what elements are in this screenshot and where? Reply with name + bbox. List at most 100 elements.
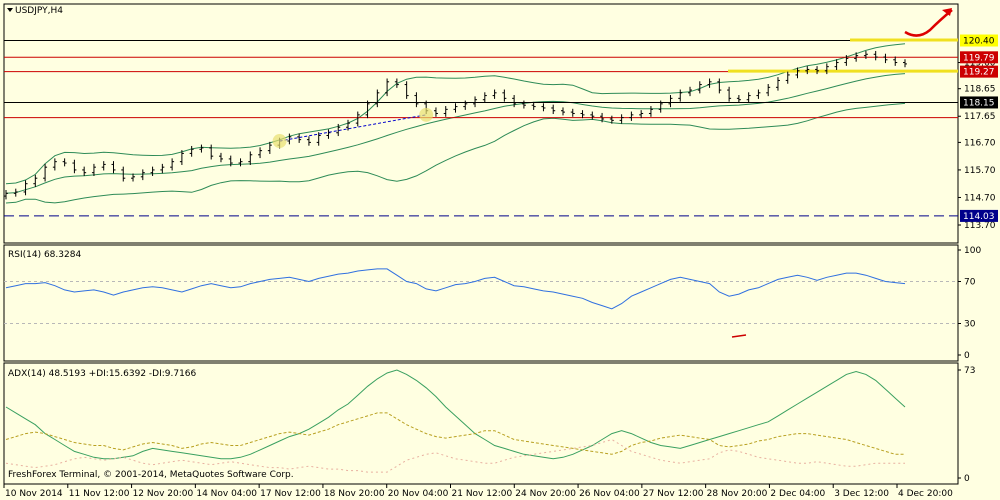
price-bar [834, 59, 839, 70]
price-bar [13, 188, 18, 197]
price-tick-label: 115.70 [964, 166, 996, 176]
time-tick-label: 24 Nov 20:00 [515, 489, 576, 499]
price-bar [72, 159, 77, 174]
price-level-label: 120.40 [963, 37, 995, 47]
price-bar [678, 89, 683, 102]
time-tick-label: 4 Dec 20:00 [898, 489, 953, 499]
price-bar [629, 111, 634, 121]
price-bar [619, 114, 624, 124]
price-bar [375, 89, 380, 108]
time-tick-label: 18 Nov 20:00 [324, 489, 385, 499]
price-bar [854, 52, 859, 62]
price-bar [824, 63, 829, 75]
price-bar [697, 81, 702, 94]
price-bar [512, 95, 517, 108]
price-tick-label: 117.65 [964, 112, 996, 122]
price-bar [648, 106, 653, 117]
price-bar [521, 100, 526, 109]
rsi-tick-label: 100 [964, 246, 981, 256]
forecast-arrow [904, 9, 953, 37]
bollinger-lower-band [5, 102, 906, 204]
price-bar [727, 86, 732, 102]
time-tick-label: 26 Nov 04:00 [579, 489, 640, 499]
price-bar [4, 190, 8, 200]
price-bar [101, 161, 106, 171]
rsi-title: RSI(14) 68.3284 [8, 250, 81, 260]
price-bar [893, 56, 898, 66]
price-bar [385, 78, 390, 97]
adx-title: ADX(14) 48.5193 +DI:15.6392 -DI:9.7166 [8, 369, 197, 379]
rsi-line [5, 268, 906, 310]
rsi-tick-label: 70 [964, 278, 976, 288]
time-tick-label: 2 Dec 04:00 [770, 489, 825, 499]
rsi-tick-label: 0 [964, 351, 970, 361]
rsi-panel: 0 30 70 100 RSI(14) 68.3284 [3, 244, 981, 362]
price-bar [267, 141, 272, 154]
price-bar [433, 107, 438, 117]
price-bar [600, 112, 605, 123]
price-bar [414, 92, 419, 108]
price-bar [492, 89, 497, 99]
price-bar [189, 145, 194, 157]
price-bar [52, 158, 57, 171]
time-tick-label: 3 Dec 12:00 [834, 489, 889, 499]
symbol-dropdown-icon [7, 8, 13, 12]
price-bar [394, 78, 399, 88]
price-bar [336, 123, 341, 137]
price-bar [717, 78, 722, 94]
adx-panel: 0 73 ADX(14) 48.5193 +DI:15.6392 -DI:9.716… [3, 362, 975, 485]
price-bar [199, 144, 204, 153]
price-bar [43, 163, 48, 182]
price-bar [531, 101, 536, 110]
price-level-label-bg [960, 96, 998, 109]
price-bar [306, 136, 311, 146]
price-bar [863, 50, 868, 59]
rsi-annotation-mark [731, 334, 747, 338]
resistance-highlight-bottom [728, 69, 958, 73]
chart-title: USDJPY,H4 [15, 6, 63, 16]
rsi-panel-frame [3, 244, 959, 362]
pivot-marker [419, 107, 434, 122]
price-bar [707, 78, 712, 88]
price-bar [258, 147, 263, 159]
price-bar [150, 166, 155, 176]
price-bar [121, 166, 126, 182]
footer-copyright: FreshForex Terminal, © 2001-2014, MetaQu… [8, 470, 294, 480]
price-bar [658, 100, 663, 113]
price-bar [903, 59, 907, 68]
price-bar [62, 158, 67, 167]
price-bar [766, 84, 771, 97]
price-bar [560, 107, 565, 116]
price-bar [209, 144, 214, 160]
time-tick-label: 20 Nov 04:00 [388, 489, 449, 499]
price-level-label-bg [960, 51, 998, 64]
price-level-label-bg [960, 65, 998, 78]
price-bar [443, 106, 448, 117]
price-bar [580, 110, 585, 119]
price-bar [502, 89, 507, 102]
price-bar [287, 133, 292, 145]
price-bar [883, 53, 888, 64]
price-bar [111, 161, 116, 174]
price-panel: 113.70 114.70 115.70 116.70 117.65 118.65 119.… [3, 3, 998, 244]
price-level-label: 118.15 [963, 98, 995, 108]
price-bar [795, 67, 800, 79]
price-bar [404, 81, 409, 99]
price-bar [815, 66, 820, 75]
price-bar [736, 95, 741, 104]
price-bar [179, 150, 184, 165]
price-bar [570, 108, 575, 117]
price-bar [756, 89, 761, 99]
price-panel-frame [3, 3, 959, 244]
price-bar [238, 158, 243, 167]
price-bar [775, 77, 780, 91]
price-bar [746, 92, 751, 104]
price-bar [346, 119, 351, 131]
resistance-highlight-top [850, 38, 958, 42]
time-axis: 10 Nov 2014 11 Nov 12:00 12 Nov 20:00 14 No… [3, 484, 953, 499]
adx-tick-label: 0 [964, 474, 970, 484]
price-bar [639, 110, 644, 119]
price-bar [482, 92, 487, 104]
plus-di-line [5, 412, 905, 455]
